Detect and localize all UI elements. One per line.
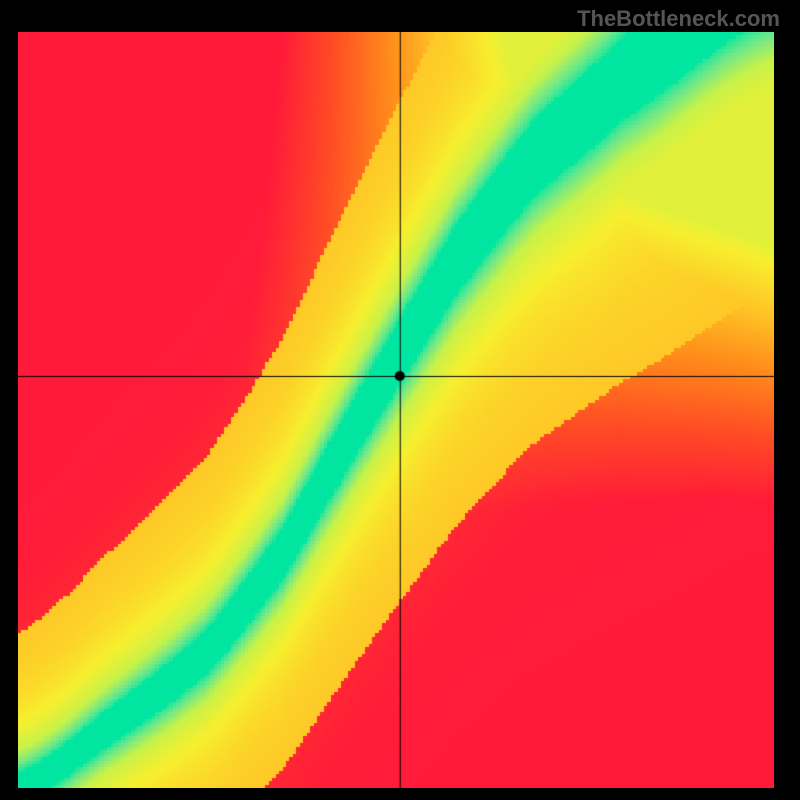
plot-area (18, 32, 774, 788)
watermark-text: TheBottleneck.com (577, 6, 780, 32)
chart-frame: TheBottleneck.com (0, 0, 800, 800)
heatmap-canvas (18, 32, 774, 788)
